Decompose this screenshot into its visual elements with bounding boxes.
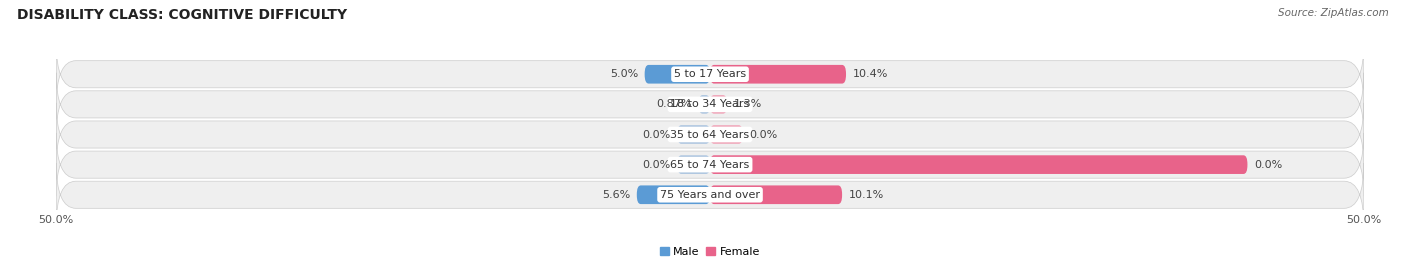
FancyBboxPatch shape bbox=[710, 65, 846, 84]
Text: 0.0%: 0.0% bbox=[1254, 160, 1282, 170]
FancyBboxPatch shape bbox=[644, 65, 710, 84]
Text: Source: ZipAtlas.com: Source: ZipAtlas.com bbox=[1278, 8, 1389, 18]
Text: 18 to 34 Years: 18 to 34 Years bbox=[671, 99, 749, 109]
Text: 5.0%: 5.0% bbox=[610, 69, 638, 79]
Text: 65 to 74 Years: 65 to 74 Years bbox=[671, 160, 749, 170]
FancyBboxPatch shape bbox=[710, 185, 842, 204]
Text: 0.0%: 0.0% bbox=[643, 160, 671, 170]
Text: 10.1%: 10.1% bbox=[849, 190, 884, 200]
FancyBboxPatch shape bbox=[710, 95, 727, 114]
FancyBboxPatch shape bbox=[56, 163, 1364, 226]
Legend: Male, Female: Male, Female bbox=[655, 243, 765, 261]
Text: 10.4%: 10.4% bbox=[852, 69, 889, 79]
Text: 5 to 17 Years: 5 to 17 Years bbox=[673, 69, 747, 79]
FancyBboxPatch shape bbox=[678, 155, 710, 174]
FancyBboxPatch shape bbox=[710, 155, 1247, 174]
FancyBboxPatch shape bbox=[56, 73, 1364, 136]
Text: 0.0%: 0.0% bbox=[749, 129, 778, 140]
FancyBboxPatch shape bbox=[56, 43, 1364, 106]
FancyBboxPatch shape bbox=[56, 103, 1364, 166]
Text: 0.0%: 0.0% bbox=[643, 129, 671, 140]
FancyBboxPatch shape bbox=[699, 95, 710, 114]
FancyBboxPatch shape bbox=[710, 125, 742, 144]
FancyBboxPatch shape bbox=[56, 133, 1364, 196]
Text: 1.3%: 1.3% bbox=[734, 99, 762, 109]
Text: 75 Years and over: 75 Years and over bbox=[659, 190, 761, 200]
FancyBboxPatch shape bbox=[637, 185, 710, 204]
Text: 5.6%: 5.6% bbox=[602, 190, 630, 200]
Text: 35 to 64 Years: 35 to 64 Years bbox=[671, 129, 749, 140]
Text: DISABILITY CLASS: COGNITIVE DIFFICULTY: DISABILITY CLASS: COGNITIVE DIFFICULTY bbox=[17, 8, 347, 22]
FancyBboxPatch shape bbox=[678, 125, 710, 144]
Text: 0.87%: 0.87% bbox=[657, 99, 692, 109]
